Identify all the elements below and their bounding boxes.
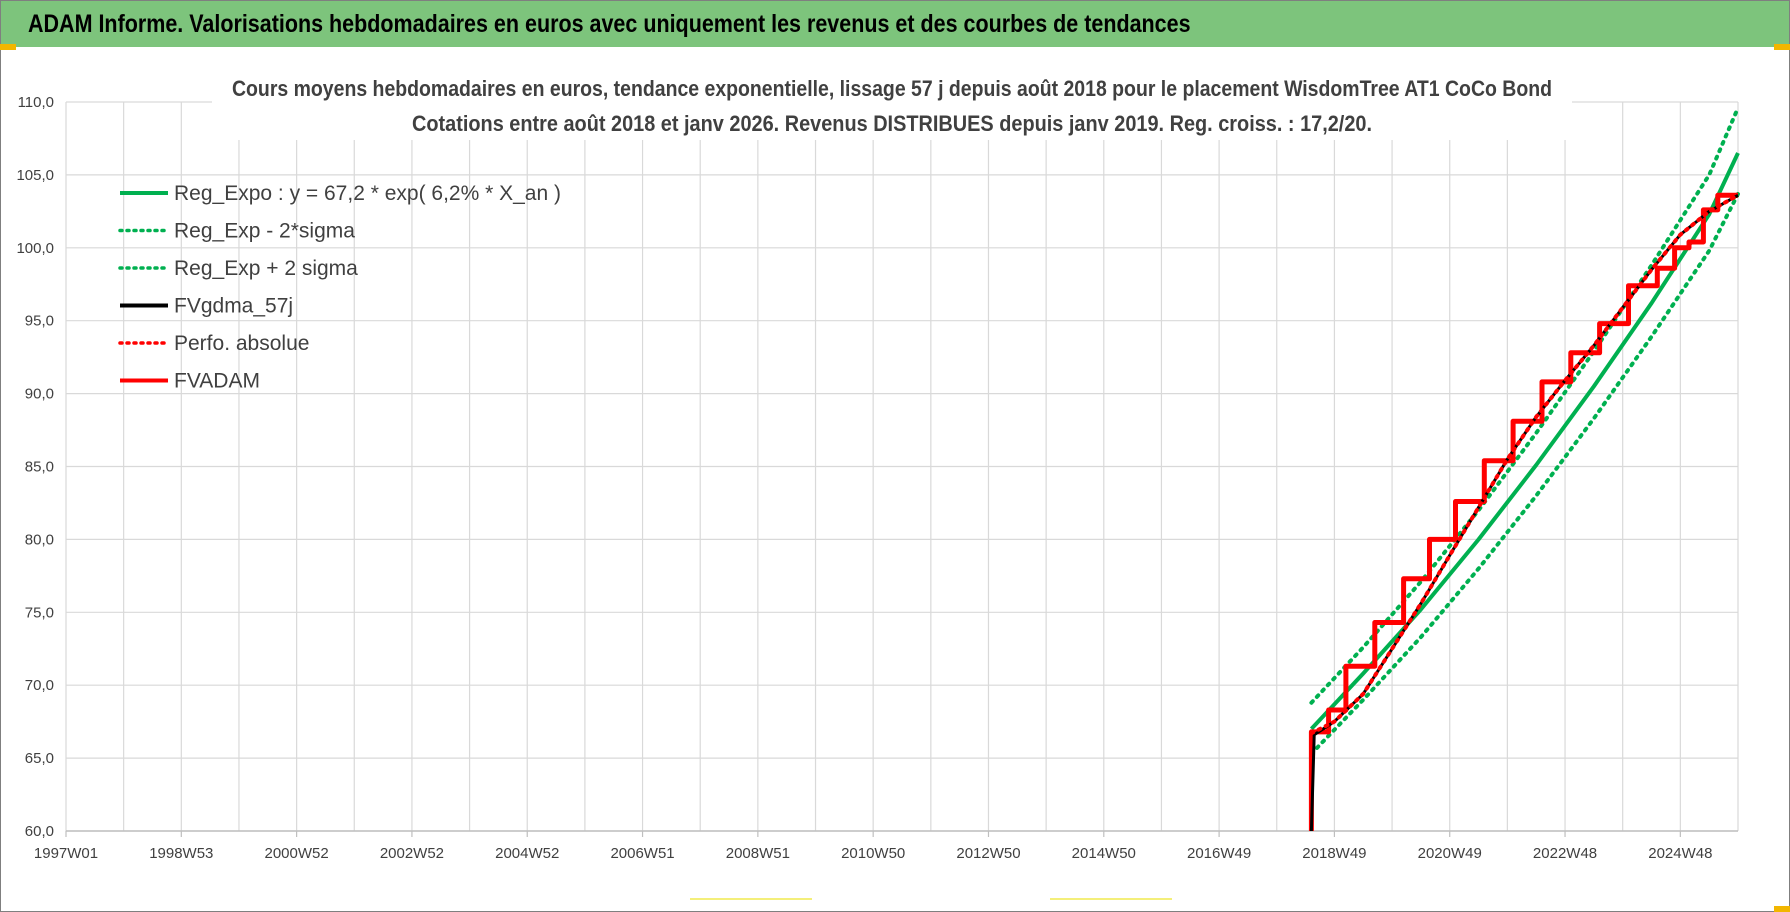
y-tick-label: 80,0 bbox=[25, 531, 54, 548]
x-tick-label: 2010W50 bbox=[841, 845, 905, 862]
series-line-1 bbox=[1309, 191, 1740, 756]
chart-title-background bbox=[212, 72, 1572, 140]
x-tick-label: 2006W51 bbox=[610, 845, 674, 862]
series-line-4 bbox=[1309, 193, 1740, 736]
series-line-2 bbox=[1309, 105, 1740, 705]
y-tick-label: 75,0 bbox=[25, 604, 54, 621]
y-tick-label: 90,0 bbox=[25, 386, 54, 403]
x-tick-label: 2002W52 bbox=[380, 845, 444, 862]
x-tick-label: 1997W01 bbox=[34, 845, 98, 862]
x-tick-label: 2004W52 bbox=[495, 845, 559, 862]
y-tick-label: 85,0 bbox=[25, 459, 54, 476]
legend-label-0: Reg_Expo : y = 67,2 * exp( 6,2% * X_an ) bbox=[174, 182, 561, 205]
corner-marker-top-right bbox=[1774, 44, 1790, 50]
x-tick-label: 1998W53 bbox=[149, 845, 213, 862]
header-bar: ADAM Informe. Valorisations hebdomadaire… bbox=[1, 1, 1789, 47]
corner-marker-bottom-right bbox=[1774, 906, 1790, 912]
legend-label-3: FVgdma_57j bbox=[174, 295, 293, 318]
y-tick-label: 65,0 bbox=[25, 750, 54, 767]
x-tick-label: 2022W48 bbox=[1533, 845, 1597, 862]
chart-title-line-1: Cours moyens hebdomadaires en euros, ten… bbox=[232, 76, 1552, 101]
chart-title-line-2: Cotations entre août 2018 et janv 2026. … bbox=[412, 111, 1372, 136]
page-title: ADAM Informe. Valorisations hebdomadaire… bbox=[28, 10, 1191, 38]
title-backdrop bbox=[212, 72, 1572, 140]
x-tick-label: 2018W49 bbox=[1302, 845, 1366, 862]
bottom-handle-right bbox=[1050, 898, 1172, 900]
axes: 60,0 65,0 70,0 75,0 80,0 85,0 90,0 95,0 100,0 105… bbox=[16, 94, 1738, 862]
x-tick-label: 2014W50 bbox=[1072, 845, 1136, 862]
x-tick-label: 2008W51 bbox=[726, 845, 790, 862]
legend: Reg_Expo : y = 67,2 * exp( 6,2% * X_an )… bbox=[118, 182, 561, 393]
series-line-5 bbox=[1308, 192, 1738, 831]
series-group bbox=[1308, 105, 1740, 832]
y-tick-label: 60,0 bbox=[25, 823, 54, 840]
x-tick-label: 2020W49 bbox=[1418, 845, 1482, 862]
x-tick-label: 2000W52 bbox=[265, 845, 329, 862]
y-tick-label: 105,0 bbox=[16, 167, 54, 184]
x-tick-label: 2012W50 bbox=[956, 845, 1020, 862]
legend-label-4: Perfo. absolue bbox=[174, 332, 309, 355]
grid-lines bbox=[65, 101, 1739, 832]
x-tick-label: 2016W49 bbox=[1187, 845, 1251, 862]
corner-marker-top-left bbox=[0, 44, 16, 50]
y-tick-label: 100,0 bbox=[16, 240, 54, 257]
y-tick-label: 70,0 bbox=[25, 677, 54, 694]
x-tick-label: 2024W48 bbox=[1648, 845, 1712, 862]
y-tick-label: 95,0 bbox=[25, 313, 54, 330]
bottom-handle-left bbox=[690, 898, 812, 900]
legend-label-1: Reg_Exp - 2*sigma bbox=[174, 220, 355, 243]
legend-label-2: Reg_Exp + 2 sigma bbox=[174, 257, 358, 280]
y-tick-label: 110,0 bbox=[18, 94, 54, 111]
legend-label-5: FVADAM bbox=[174, 370, 260, 393]
